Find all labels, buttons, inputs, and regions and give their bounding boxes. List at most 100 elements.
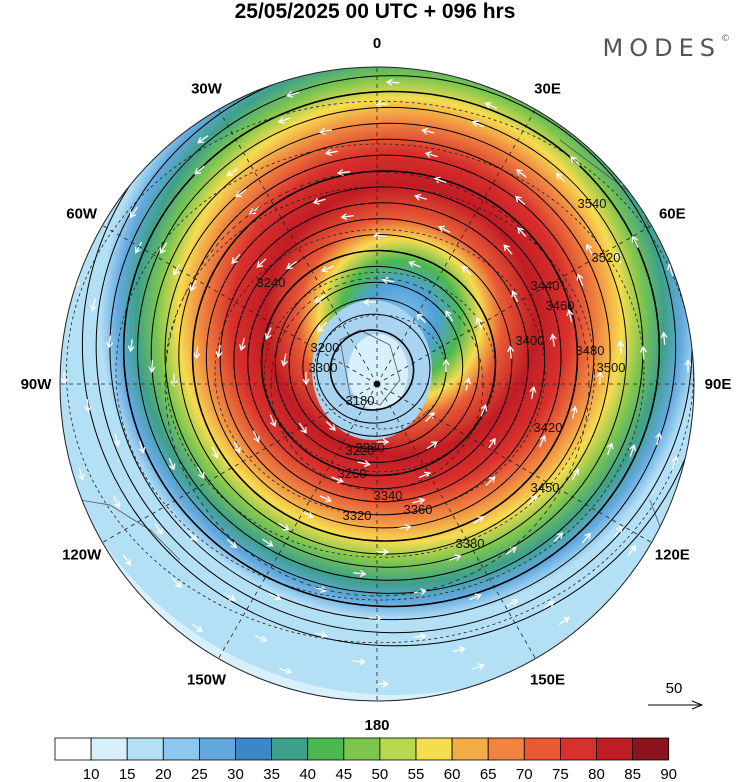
wind-arrow	[487, 437, 496, 450]
height-contour	[122, 90, 661, 608]
height-contour	[81, 67, 694, 647]
colorbar-label: 85	[624, 766, 641, 782]
colorbar-label: 20	[155, 766, 172, 782]
wind-arrow	[352, 658, 367, 666]
wind-arrow	[549, 333, 557, 347]
contour-label: 3480	[576, 343, 605, 358]
colorbar-swatch	[596, 737, 633, 761]
colorbar-swatch	[162, 737, 200, 761]
wind-arrow	[197, 135, 209, 144]
wind-arrow	[475, 316, 483, 330]
contour-label: 3200	[311, 340, 340, 355]
colorbar-swatch	[379, 737, 417, 761]
wind-arrow	[278, 522, 290, 531]
wind-arrow	[269, 593, 282, 601]
wind-arrow	[418, 471, 432, 479]
wind-arrow	[469, 593, 482, 601]
colorbar-label: 40	[299, 766, 316, 782]
wind-arrow	[452, 646, 466, 654]
wind-arrow	[215, 344, 223, 359]
colorbar-label: 65	[480, 766, 497, 782]
colorbar-swatch	[90, 737, 128, 761]
wind-arrow	[614, 251, 622, 264]
wind-arrow	[514, 195, 526, 206]
longitude-label: 0	[373, 35, 381, 52]
wind-arrow	[138, 440, 146, 454]
colorbar-label: 30	[227, 766, 244, 782]
wind-arrow	[298, 422, 307, 434]
wind-arrow	[655, 432, 662, 446]
wind-arrow	[511, 290, 519, 303]
reference-arrow-head	[691, 700, 704, 710]
contour-label: 3520	[592, 250, 621, 265]
contour-label: 3420	[534, 420, 563, 435]
height-contour	[288, 281, 464, 450]
colorbar-swatch	[632, 737, 670, 761]
wind-arrow	[471, 120, 485, 128]
wind-arrow	[233, 441, 241, 454]
wind-arrow	[314, 294, 326, 303]
wind-arrow	[426, 441, 438, 450]
wind-arrow	[173, 263, 181, 276]
wind-arrow	[231, 253, 241, 265]
wind-arrow	[324, 149, 339, 157]
longitude-labels: 0 30E 60E 90E 120E 150E 180 150W 120W 90W 60W 30W	[21, 35, 732, 734]
height-contour	[178, 154, 595, 555]
wind-arrow	[570, 405, 578, 419]
wind-arrow	[471, 663, 485, 670]
wind-arrow	[84, 399, 92, 413]
meridian-line	[102, 225, 378, 385]
contour-label: 3500	[597, 360, 626, 375]
meridian-line	[218, 109, 378, 385]
wind-arrow	[134, 241, 143, 254]
wind-arrow	[314, 585, 328, 593]
wind-arrow	[286, 90, 300, 98]
wind-arrow	[629, 444, 636, 457]
height-contour	[205, 186, 562, 529]
wind-arrow	[614, 525, 623, 538]
wind-arrow	[113, 433, 121, 447]
contour-label: 3260	[338, 466, 367, 481]
wind-arrow	[684, 359, 692, 373]
contour-label: 3180	[346, 393, 375, 408]
wind-arrow	[269, 414, 277, 428]
wind-arrow	[639, 345, 647, 360]
longitude-label: 90E	[705, 376, 732, 393]
colorbar-label: 15	[119, 766, 136, 782]
wind-arrow	[129, 206, 138, 219]
height-contour	[329, 329, 415, 411]
contour-labels: 3540 3520 3500 3480 3460 3440 3420 3400 3380 3360…	[257, 196, 626, 551]
wind-arrow	[412, 497, 426, 505]
wind-arrow	[319, 495, 332, 503]
brand-logo: MODES©	[603, 34, 730, 62]
height-contour	[316, 313, 431, 424]
longitude-label: 150E	[530, 671, 565, 688]
wind-arrow	[558, 616, 570, 626]
wind-arrow	[585, 243, 594, 256]
colorbar-swatch	[415, 737, 453, 761]
longitude-label: 60W	[66, 206, 98, 223]
height-contour	[233, 218, 529, 503]
wind-arrow	[421, 127, 435, 135]
wind-arrow	[517, 226, 527, 238]
wind-arrow	[280, 353, 288, 367]
wind-arrow	[433, 176, 447, 184]
colorbar-label: 45	[335, 766, 352, 782]
wind-arrow	[374, 100, 388, 108]
wind-arrow	[113, 496, 121, 509]
height-contour	[164, 138, 611, 568]
contour-label: 3540	[578, 196, 607, 211]
wind-arrow	[331, 476, 344, 484]
longitude-label: 120W	[62, 547, 102, 564]
contour-label: 3400	[516, 333, 545, 348]
wind-arrow	[255, 635, 268, 642]
wind-vectors	[60, 69, 692, 688]
wind-arrow	[576, 273, 584, 287]
wind-arrow	[581, 532, 591, 544]
colorbar: 10 15 20 25 30 35 40 45 50 55 60 65 70 75 80 85 90	[54, 737, 677, 782]
wind-arrow	[373, 232, 387, 240]
wind-arrow	[317, 322, 327, 332]
colorbar-swatch	[198, 737, 236, 761]
wind-arrow	[507, 345, 515, 359]
colorbar-swatch	[523, 737, 561, 761]
